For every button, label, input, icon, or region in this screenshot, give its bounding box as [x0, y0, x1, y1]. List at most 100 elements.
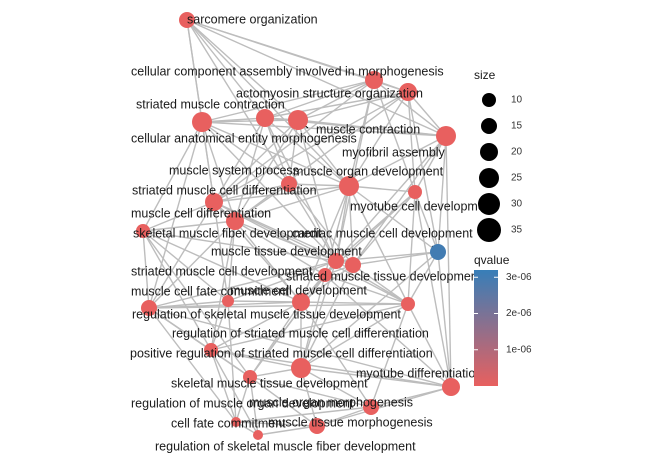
network-edge-cmcd-regmuscle [437, 251, 452, 388]
network-edge-smc-msp [201, 121, 290, 185]
network-edge-myofibril-regmuscle [445, 135, 452, 388]
network-edge-myotubecd-regmuscle [414, 191, 452, 388]
network-edge-mtm-rsmfd [257, 425, 318, 436]
network-nodes [136, 12, 460, 440]
network-edge-smc-rsmd [148, 121, 203, 309]
node-label-mtm: muscle tissue morphogenesis [268, 415, 433, 429]
network-edge-mcd-smtd [234, 220, 326, 276]
network-edge-smtd-regmuscle [324, 274, 452, 388]
network-edge-mcfc-posregsmcd [210, 300, 229, 351]
node-label-regsmcd: regulation of striated muscle cell diffe… [172, 326, 429, 340]
qvalue-tick-label: 3e-06 [506, 272, 532, 283]
node-label-ccab: cellular component assembly involved in … [131, 64, 444, 78]
network-edge-myofibril-mtd [335, 135, 447, 262]
size-legend-label-30: 30 [511, 199, 523, 210]
size-legend-title: size [474, 68, 496, 82]
node-mcfc [222, 295, 234, 307]
qvalue-tick-label: 2e-06 [506, 308, 532, 319]
size-legend-label-35: 35 [511, 225, 523, 236]
network-edge-actomyosin-cmcd [407, 91, 439, 253]
node-myotubecd [408, 185, 422, 199]
network-edge-actomyosin-mcd [234, 91, 409, 222]
node-smtd [318, 268, 332, 282]
qvalue-tick-label: 1e-06 [506, 344, 532, 355]
network-edge-mod-mcdev [300, 185, 350, 303]
node-label-sktd: skeletal muscle tissue development [171, 376, 368, 390]
node-label-rsmd: regulation of skeletal muscle tissue dev… [132, 307, 401, 321]
network-edge-caem-mtd [264, 117, 337, 262]
node-label-mtd: muscle tissue development [211, 244, 362, 258]
network-edge-mcdev-posregsmcd [210, 301, 302, 351]
network-edge-regsmcd-myotubediff [300, 303, 409, 369]
network-edge-smc-skmfd [142, 121, 203, 232]
network-edge-myotubecd-regsmcd [407, 191, 416, 305]
size-legend-dot-25 [479, 168, 499, 188]
node-label-myotubecd: myotube cell development [350, 199, 496, 213]
network-edge-mod-myotubecd [348, 185, 416, 193]
network-edge-mcd-skmfd [142, 220, 236, 232]
network-edge-mtd-rsmd [148, 260, 337, 309]
network-edge-skmfd-posregsmcd [142, 230, 212, 351]
network-edge-morphog-cfc [235, 406, 372, 423]
network-edge-mcdev-sktd [249, 301, 302, 378]
network-edge-myofibril-smcdev [352, 135, 447, 266]
network-edge-rsmd-regmuscle [148, 307, 452, 388]
network-edge-posregsmcd-sktd [210, 349, 251, 378]
network-edge-cmcd-myotubediff [300, 251, 439, 369]
network-edge-smcd-skmfd [142, 201, 215, 232]
network-edge-sktd-mtm [249, 376, 318, 427]
node-label-cfc: cell fate commitment [171, 416, 286, 430]
node-rsmfd [253, 430, 263, 440]
network-edge-actomyosin-mcontr [297, 91, 409, 121]
network-edge-mod-smcdev [348, 185, 354, 266]
network-edge-myofibril-myotubecd [414, 135, 447, 193]
node-msp [281, 176, 297, 192]
network-edge-sktd-cfc [235, 376, 251, 423]
size-legend-dot-30 [478, 193, 500, 215]
network-edge-smcdev-regsmcd [352, 264, 409, 305]
size-legend-label-25: 25 [511, 173, 523, 184]
network-edge-smc-smcd [201, 121, 215, 203]
network-edge-myotubediff-morphog [300, 367, 372, 408]
node-label-mcd: muscle cell differentiation [131, 206, 271, 220]
node-morphog [363, 399, 379, 415]
network-edge-mtd-mcfc [227, 260, 337, 302]
network-edge-mcd-mcdev [234, 220, 302, 303]
network-edge-ccab-caem [264, 79, 375, 119]
network-edges [142, 19, 452, 436]
network-edge-ccab-myofibril [373, 79, 447, 137]
network-edge-mod-cmcd [348, 185, 439, 253]
network-edge-smcd-mcfc [213, 201, 229, 302]
node-actomyosin [399, 83, 417, 101]
node-mod [339, 176, 359, 196]
network-edge-sarcomere-msp [186, 19, 290, 185]
node-smc [192, 112, 212, 132]
network-edge-skmfd-mcfc [142, 230, 229, 302]
network-edge-smc-mod [201, 121, 350, 187]
network-edge-actomyosin-caem [264, 91, 409, 119]
node-smcd [205, 193, 223, 211]
node-label-smc: striated muscle contraction [136, 97, 285, 111]
network-edge-skmfd-mtd [142, 230, 337, 262]
node-label-caem: cellular anatomical entity morphogenesis [131, 131, 357, 145]
network-edge-mcontr-mtd [297, 119, 337, 262]
node-label-mcfc: muscle cell fate commitment [131, 284, 289, 298]
node-label-smtd: striated muscle tissue development [286, 269, 482, 283]
network-edge-ccab-mtd [335, 79, 375, 262]
network-edge-mod-mtd [335, 185, 350, 262]
node-mcontr [288, 110, 308, 130]
network-edge-morphog-mtm [316, 406, 372, 427]
network-edge-actomyosin-myotubecd [407, 91, 416, 193]
node-label-msp: muscle system process [169, 163, 299, 177]
network-edge-mcd-posregsmcd [210, 220, 236, 351]
node-caem [256, 109, 274, 127]
network-edge-mod-smcd [213, 185, 350, 203]
network-edge-myofibril-mod [348, 135, 447, 187]
network-edge-smc-mtd [201, 121, 337, 262]
network-edge-msp-smcd [213, 183, 290, 203]
qvalue-legend-title: qvalue [474, 253, 510, 267]
network-edge-mcontr-msp [288, 119, 299, 185]
node-cmcd [430, 244, 446, 260]
network-edge-smtd-regsmcd [324, 274, 409, 305]
node-sarcomere [179, 12, 195, 28]
